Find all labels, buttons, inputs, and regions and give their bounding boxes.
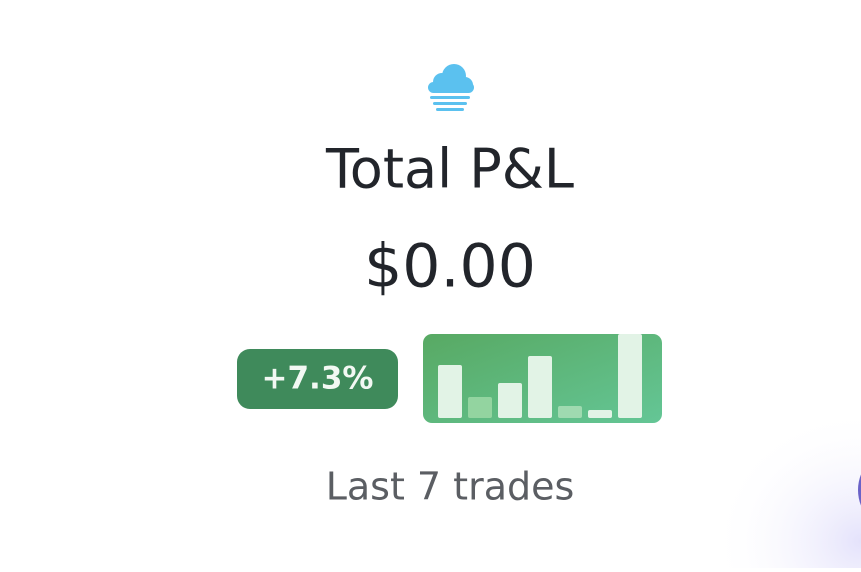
change-badge (237, 349, 398, 409)
bar (528, 356, 552, 418)
title: Total P&L (325, 138, 574, 201)
cloud-icon (428, 64, 474, 111)
amount: $0.00 (364, 232, 536, 302)
sparkline-bars (438, 334, 642, 418)
caption: Last 7 trades (326, 465, 575, 509)
bar (618, 334, 642, 418)
bar (498, 383, 522, 418)
bar (588, 410, 612, 418)
bar (558, 406, 582, 418)
bar (468, 397, 492, 418)
change-text: +7.3% (262, 361, 374, 397)
bar (438, 365, 462, 418)
avatar-edge[interactable] (858, 448, 861, 532)
